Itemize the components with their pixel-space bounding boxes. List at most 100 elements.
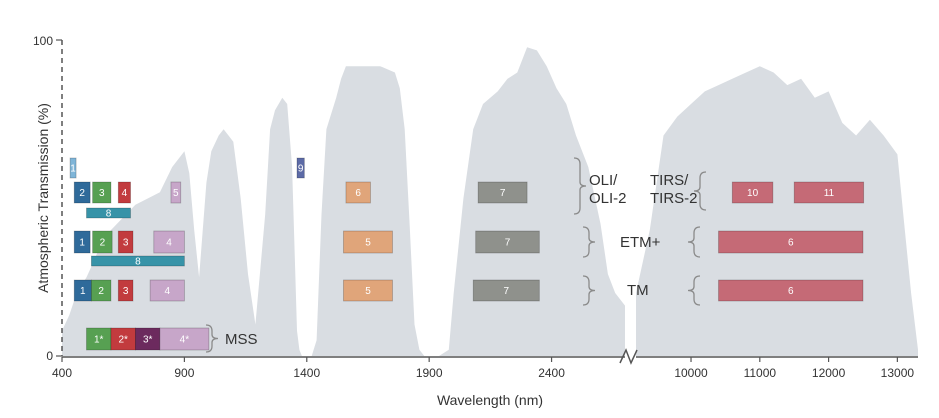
- band-oli-8: 8: [86, 207, 131, 220]
- band-bar: [296, 157, 305, 179]
- sensor-label-tirs: TIRS/: [650, 172, 689, 189]
- band-oli-5: 5: [170, 181, 182, 204]
- band-bar: [170, 181, 182, 204]
- band-bar: [117, 181, 131, 204]
- band-label: 10: [747, 188, 759, 199]
- band-label: 7: [500, 188, 506, 199]
- band-label: 2*: [118, 335, 128, 346]
- sensor-label-tirs: TIRS-2: [650, 190, 698, 207]
- sensor-label-oli: OLI/: [589, 172, 618, 189]
- band-mss-1s: 1*: [86, 327, 112, 351]
- band-tm-7: 7: [472, 279, 540, 302]
- x-axis-title: Wavelength (nm): [437, 392, 543, 408]
- band-mss-4s: 4*: [159, 327, 210, 351]
- x-tick-label: 10000: [674, 366, 708, 380]
- band-oli-3: 3: [92, 181, 112, 204]
- band-bar: [117, 279, 134, 302]
- band-label: 5: [365, 238, 371, 249]
- band-oli-7: 7: [477, 181, 528, 204]
- x-tick-label: 12000: [812, 366, 846, 380]
- band-tirs-10: 10: [731, 181, 774, 204]
- band-label: 3: [123, 238, 129, 249]
- x-tick-label: 1400: [293, 366, 320, 380]
- y-tick-label-bottom: 0: [46, 349, 53, 363]
- band-bar: [477, 181, 528, 204]
- x-tick-layer: 400 900 1400 1900 2400 10000 11000 12000 13000: [52, 357, 914, 380]
- band-bar: [793, 181, 865, 204]
- band-label: 2: [79, 188, 85, 199]
- band-label: 1: [79, 238, 85, 249]
- band-bar: [73, 279, 92, 302]
- axis-break-mark: [619, 348, 638, 365]
- band-bar: [731, 181, 774, 204]
- x-tick-label: 11000: [744, 366, 777, 380]
- band-etm-7: 7: [475, 230, 540, 254]
- band-etm-4: 4: [153, 230, 185, 254]
- band-label: 6: [355, 188, 361, 199]
- band-label: 4: [166, 238, 172, 249]
- band-label: 2: [98, 286, 104, 297]
- band-bar: [90, 255, 185, 267]
- band-tm-6: 6: [718, 279, 864, 302]
- band-bar: [73, 230, 91, 254]
- band-etm-2: 2: [92, 230, 113, 254]
- band-label: 9: [298, 164, 304, 175]
- band-bar: [718, 279, 864, 302]
- band-label: 1: [80, 286, 86, 297]
- band-etm-6: 6: [718, 230, 864, 254]
- band-label: 3*: [143, 335, 153, 346]
- band-label: 5: [365, 286, 371, 297]
- y-tick-label-top: 100: [33, 34, 53, 48]
- band-tm-3: 3: [117, 279, 134, 302]
- band-bar: [86, 207, 131, 219]
- band-bar: [69, 157, 77, 179]
- band-label: 2: [100, 238, 106, 249]
- band-bar: [149, 279, 185, 302]
- sensor-label-mss: MSS: [225, 331, 258, 348]
- band-tirs-11: 11: [793, 181, 865, 204]
- band-mss-3s: 3*: [135, 327, 161, 351]
- band-bar: [343, 230, 393, 254]
- brace-mark: [205, 324, 219, 353]
- band-oli-4: 4: [117, 181, 131, 204]
- sensor-label-layer: OLI/OLI-2 TIRS/TIRS-2 ETM+ TM MSS: [205, 157, 707, 353]
- band-label: 1: [70, 164, 76, 175]
- band-label: 8: [135, 257, 141, 268]
- band-oli-9: 9: [296, 157, 305, 179]
- brace-mark: [693, 171, 707, 211]
- band-bar: [472, 279, 540, 302]
- sensor-label-etm: ETM+: [620, 234, 661, 251]
- band-bar: [153, 230, 185, 254]
- axes-layer: 100 0 Atmospheric Transmission (%) Wavel…: [33, 34, 918, 408]
- band-etm-8: 8: [90, 255, 185, 268]
- band-bar: [117, 230, 134, 254]
- band-label: 7: [503, 286, 509, 297]
- band-bar: [73, 181, 91, 204]
- band-bar: [159, 327, 210, 351]
- band-label: 6: [788, 286, 794, 297]
- band-tm-2: 2: [90, 279, 112, 302]
- band-label: 3: [99, 188, 105, 199]
- band-tm-5: 5: [343, 279, 393, 302]
- band-tm-4: 4: [149, 279, 185, 302]
- band-label: 7: [505, 238, 511, 249]
- band-bar: [345, 181, 371, 204]
- band-mss-2s: 2*: [110, 327, 136, 351]
- band-bar: [718, 230, 864, 254]
- band-etm-1: 1: [73, 230, 91, 254]
- x-tick-label: 13000: [881, 366, 915, 380]
- sensor-label-oli: OLI-2: [589, 190, 627, 207]
- band-bar: [343, 279, 393, 302]
- band-oli-6: 6: [345, 181, 371, 204]
- band-label: 5: [173, 188, 179, 199]
- brace-mark: [687, 275, 701, 306]
- band-label: 8: [106, 209, 112, 220]
- x-tick-label: 1900: [416, 366, 443, 380]
- band-label: 4*: [180, 335, 190, 346]
- brace-mark: [582, 275, 596, 306]
- brace-mark: [687, 226, 701, 258]
- band-tm-1: 1: [73, 279, 92, 302]
